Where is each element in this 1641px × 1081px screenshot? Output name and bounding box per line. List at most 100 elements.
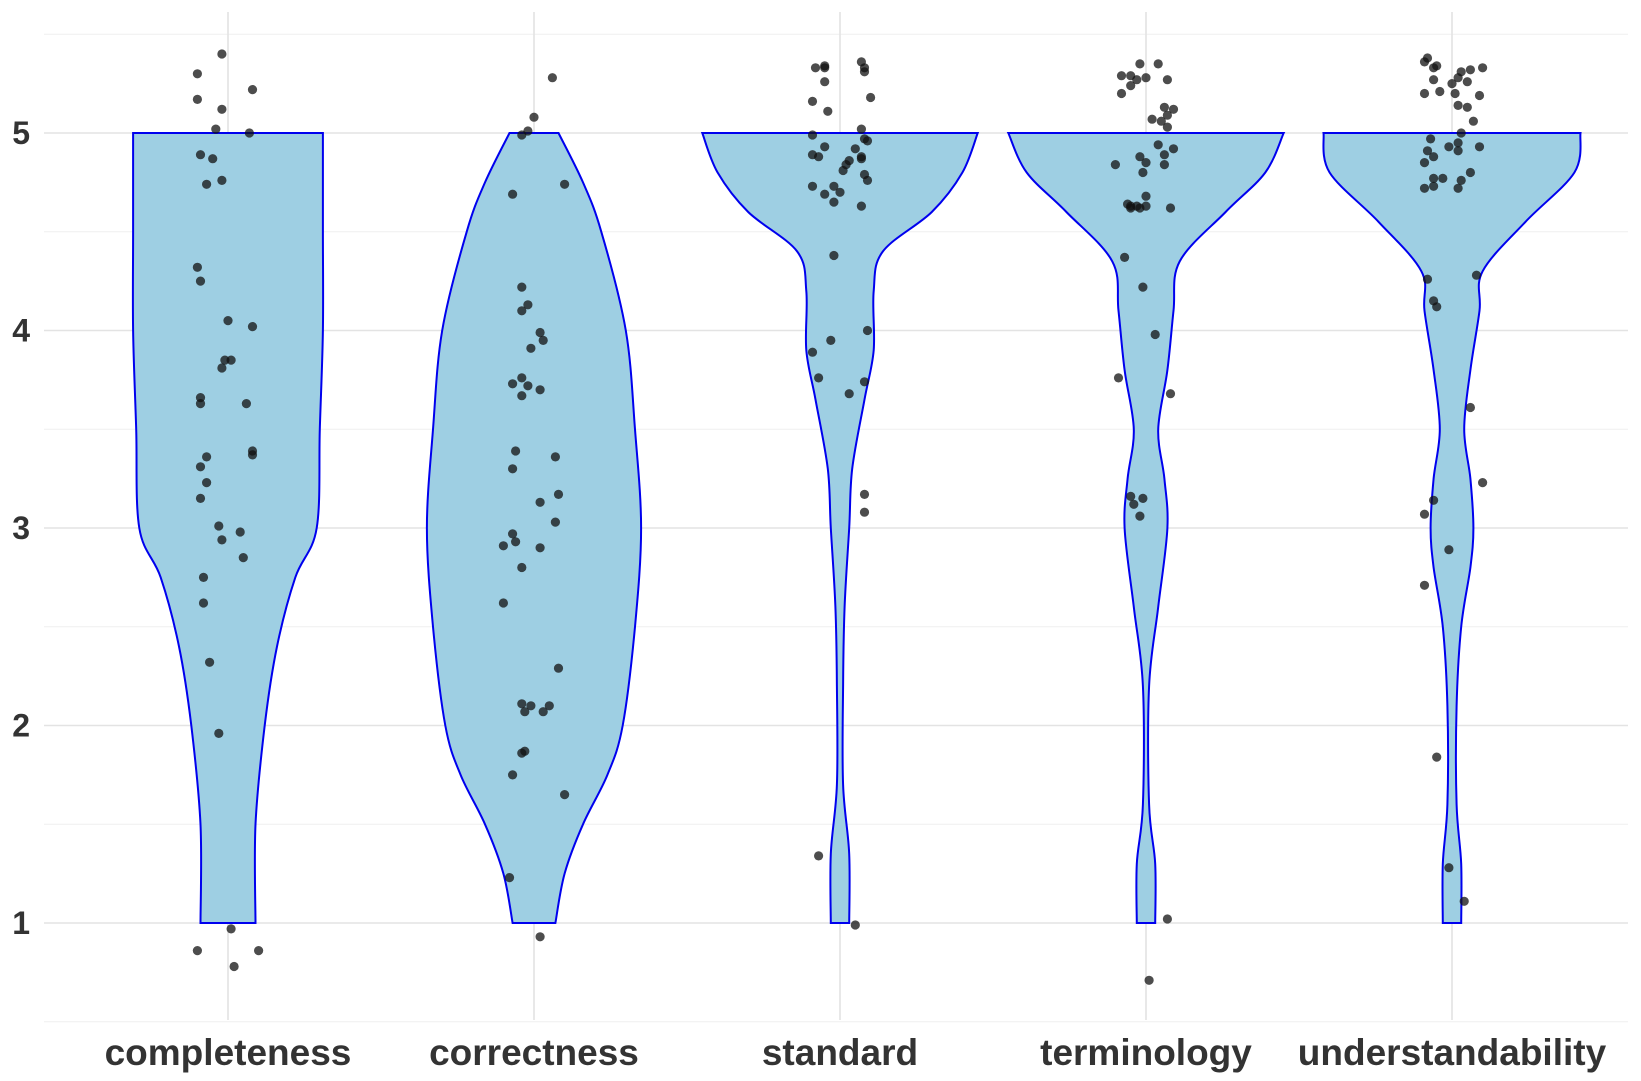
data-point-standard bbox=[856, 124, 867, 134]
data-point-terminology bbox=[1159, 160, 1169, 170]
data-point-completeness bbox=[226, 924, 236, 934]
x-tick-label-understandability: understandability bbox=[1298, 1032, 1607, 1073]
data-point-terminology bbox=[1168, 104, 1179, 114]
data-point-understandability bbox=[1432, 752, 1442, 762]
data-point-terminology bbox=[1138, 493, 1148, 503]
data-point-understandability bbox=[1429, 181, 1439, 191]
data-point-understandability bbox=[1422, 274, 1433, 284]
data-point-correctness bbox=[553, 489, 564, 499]
data-point-terminology bbox=[1159, 150, 1169, 160]
data-point-terminology bbox=[1141, 191, 1151, 201]
data-point-standard bbox=[820, 77, 830, 87]
data-point-completeness bbox=[192, 69, 202, 79]
data-point-standard bbox=[862, 325, 873, 336]
data-point-standard bbox=[835, 187, 845, 197]
data-point-understandability bbox=[1465, 402, 1475, 413]
data-point-standard bbox=[838, 165, 848, 176]
data-point-standard bbox=[814, 152, 824, 162]
data-point-correctness bbox=[517, 306, 527, 316]
data-point-standard bbox=[810, 63, 821, 73]
violin-understandability bbox=[1322, 132, 1582, 924]
data-point-completeness bbox=[202, 179, 212, 189]
data-point-understandability bbox=[1419, 88, 1430, 99]
data-point-understandability bbox=[1419, 158, 1430, 168]
x-tick-label-correctness: correctness bbox=[429, 1032, 639, 1073]
data-point-completeness bbox=[238, 553, 248, 563]
y-tick-label: 1 bbox=[12, 905, 30, 941]
data-point-correctness bbox=[510, 446, 521, 456]
data-point-correctness bbox=[523, 381, 533, 391]
data-point-standard bbox=[844, 389, 854, 399]
data-point-terminology bbox=[1153, 59, 1163, 69]
data-point-standard bbox=[826, 335, 836, 345]
data-point-terminology bbox=[1153, 140, 1163, 150]
data-point-understandability bbox=[1478, 63, 1488, 73]
data-point-correctness bbox=[504, 873, 515, 883]
data-point-understandability bbox=[1456, 175, 1466, 185]
data-point-terminology bbox=[1129, 499, 1139, 509]
data-point-correctness bbox=[507, 529, 518, 539]
data-point-terminology bbox=[1138, 282, 1148, 292]
data-point-completeness bbox=[214, 728, 224, 739]
data-point-terminology bbox=[1141, 73, 1151, 83]
data-point-completeness bbox=[254, 946, 264, 956]
data-point-terminology bbox=[1162, 75, 1172, 85]
data-point-terminology bbox=[1159, 102, 1169, 112]
data-point-standard bbox=[859, 67, 870, 77]
data-point-completeness bbox=[192, 94, 202, 104]
data-point-correctness bbox=[544, 701, 554, 711]
data-point-understandability bbox=[1426, 134, 1436, 144]
data-point-correctness bbox=[507, 770, 518, 780]
data-point-standard bbox=[807, 347, 818, 357]
data-point-correctness bbox=[550, 517, 561, 527]
data-point-standard bbox=[814, 851, 824, 861]
data-point-standard bbox=[862, 175, 873, 185]
data-point-completeness bbox=[235, 527, 245, 537]
data-point-understandability bbox=[1438, 173, 1448, 183]
data-point-correctness bbox=[535, 385, 545, 395]
data-point-completeness bbox=[226, 355, 236, 365]
data-point-terminology bbox=[1162, 122, 1172, 132]
data-point-standard bbox=[862, 136, 873, 146]
data-point-understandability bbox=[1465, 65, 1475, 75]
data-point-completeness bbox=[247, 85, 258, 95]
data-point-completeness bbox=[217, 104, 227, 114]
data-point-understandability bbox=[1419, 580, 1430, 590]
data-point-standard bbox=[807, 96, 818, 106]
data-point-understandability bbox=[1429, 75, 1439, 85]
data-point-correctness bbox=[498, 541, 508, 551]
data-point-terminology bbox=[1126, 491, 1136, 501]
data-point-completeness bbox=[223, 316, 233, 326]
data-point-understandability bbox=[1419, 509, 1430, 519]
data-point-correctness bbox=[535, 543, 545, 553]
data-point-understandability bbox=[1474, 142, 1485, 152]
y-tick-label: 2 bbox=[12, 708, 30, 744]
data-point-correctness bbox=[517, 699, 527, 709]
data-point-standard bbox=[829, 197, 839, 207]
data-point-understandability bbox=[1422, 146, 1433, 156]
data-point-terminology bbox=[1156, 116, 1166, 126]
data-point-terminology bbox=[1113, 373, 1124, 383]
data-point-standard bbox=[856, 201, 867, 211]
data-point-standard bbox=[859, 489, 870, 499]
data-point-completeness bbox=[198, 572, 209, 583]
data-point-understandability bbox=[1419, 183, 1430, 193]
data-point-completeness bbox=[217, 535, 227, 545]
y-axis-ticks: 1 2 3 4 5 bbox=[12, 115, 30, 941]
data-point-correctness bbox=[535, 932, 545, 942]
data-point-correctness bbox=[507, 379, 518, 389]
data-point-completeness bbox=[195, 493, 206, 503]
data-point-correctness bbox=[550, 452, 561, 462]
x-tick-label-standard: standard bbox=[762, 1032, 918, 1073]
data-point-understandability bbox=[1450, 88, 1460, 99]
data-point-standard bbox=[820, 63, 830, 73]
data-point-terminology bbox=[1135, 511, 1145, 521]
data-point-terminology bbox=[1135, 152, 1145, 162]
data-point-terminology bbox=[1150, 329, 1160, 340]
data-point-correctness bbox=[526, 343, 536, 353]
data-point-understandability bbox=[1429, 152, 1439, 162]
data-point-standard bbox=[859, 377, 870, 387]
data-point-terminology bbox=[1135, 203, 1145, 213]
y-tick-label: 4 bbox=[12, 313, 30, 349]
